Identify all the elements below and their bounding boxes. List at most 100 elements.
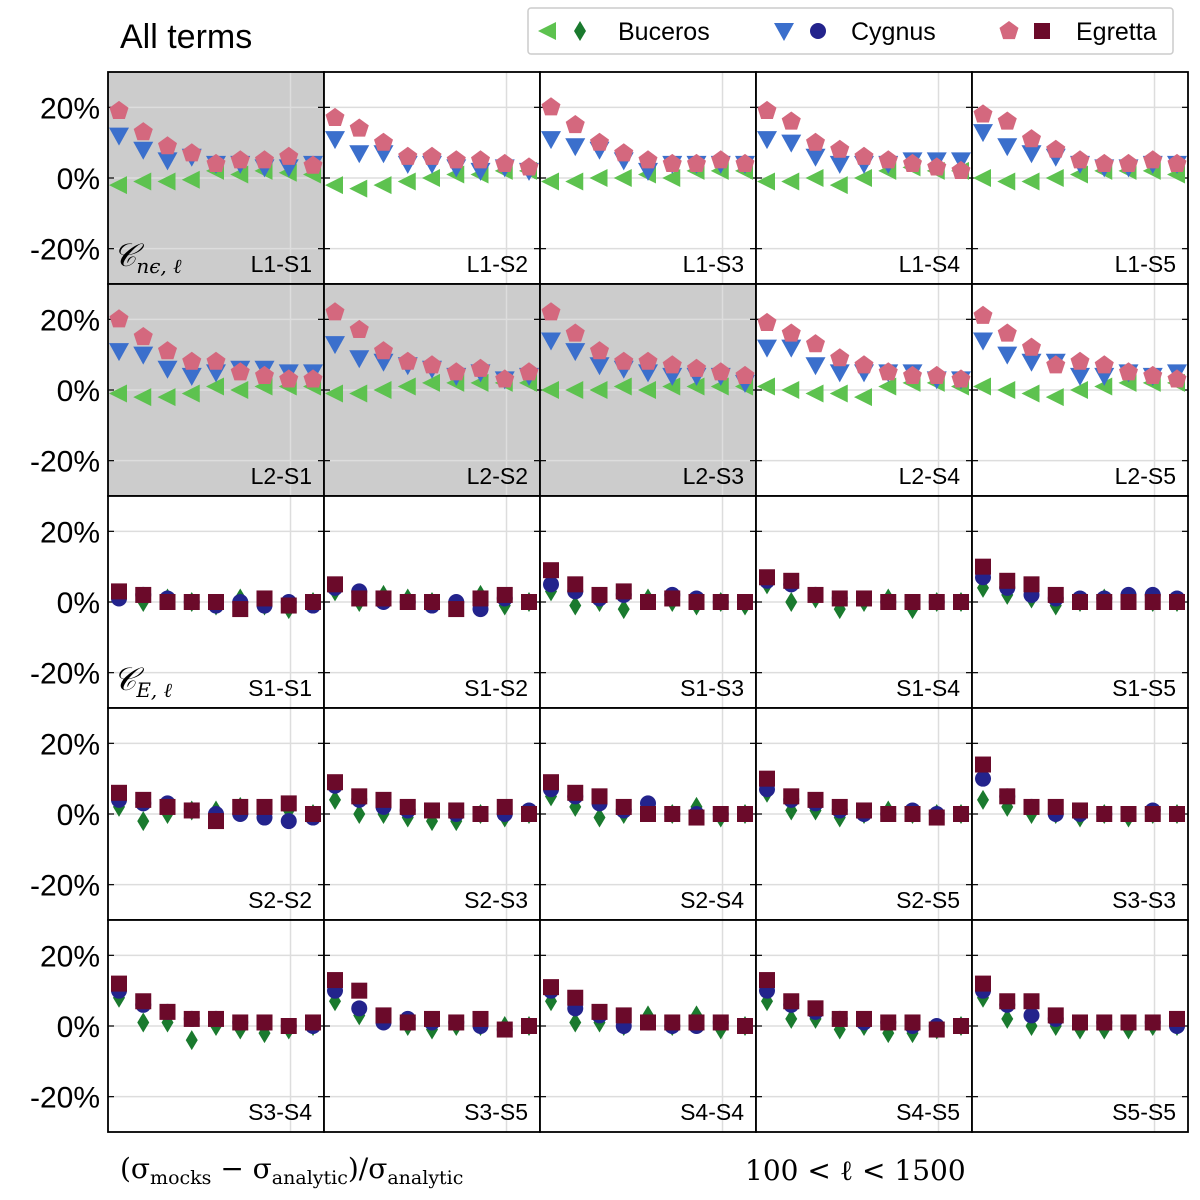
point-egretta xyxy=(1070,351,1090,370)
point-egretta xyxy=(640,806,656,822)
point-buceros xyxy=(109,176,127,195)
point-egretta xyxy=(903,365,922,384)
point-buceros xyxy=(613,169,632,187)
point-egretta xyxy=(783,572,800,589)
point-buceros xyxy=(422,169,440,187)
point-egretta xyxy=(398,146,418,165)
point-buceros xyxy=(349,384,368,403)
point-egretta xyxy=(327,576,343,593)
point-cygnus xyxy=(351,1000,368,1017)
point-egretta xyxy=(1169,806,1185,822)
panel-l2-s4: L2-S4 xyxy=(755,283,973,497)
point-egretta xyxy=(687,358,706,377)
point-egretta xyxy=(590,132,609,151)
point-egretta xyxy=(519,157,539,176)
panel-label: S1-S1 xyxy=(248,675,312,701)
point-egretta xyxy=(759,770,775,787)
legend-marker-egretta-2 xyxy=(1034,23,1050,39)
point-buceros xyxy=(710,377,729,396)
legend-label-egretta: Egretta xyxy=(1076,18,1157,46)
point-cygnus xyxy=(805,148,826,167)
point-cygnus xyxy=(589,357,610,376)
point-egretta xyxy=(640,594,656,610)
xlabel-analytic-2: analytic xyxy=(387,1167,463,1189)
point-cygnus xyxy=(781,339,802,358)
point-buceros xyxy=(977,789,989,810)
point-egretta xyxy=(256,798,273,815)
point-egretta xyxy=(158,341,177,360)
point-egretta xyxy=(880,594,897,610)
point-egretta xyxy=(1143,365,1163,384)
panel-label: L1-S3 xyxy=(683,251,744,277)
point-buceros xyxy=(470,373,489,392)
point-egretta xyxy=(159,798,176,815)
panel-s2-s5: S2-S5 xyxy=(755,707,973,921)
point-egretta xyxy=(183,594,200,610)
point-buceros xyxy=(973,169,991,187)
panel-s4-s5: S4-S5 xyxy=(755,919,973,1133)
point-egretta xyxy=(519,362,539,381)
point-buceros xyxy=(757,172,775,191)
point-buceros xyxy=(593,807,606,828)
point-egretta xyxy=(831,798,848,815)
point-egretta xyxy=(1096,806,1113,822)
point-cygnus xyxy=(565,138,586,157)
point-egretta xyxy=(305,1014,321,1031)
point-egretta xyxy=(953,594,969,610)
point-buceros xyxy=(638,381,656,399)
point-egretta xyxy=(255,365,274,384)
point-egretta xyxy=(1072,802,1088,819)
point-buceros xyxy=(353,804,366,824)
point-buceros xyxy=(565,381,584,399)
point-egretta xyxy=(997,111,1017,130)
point-buceros xyxy=(109,384,127,403)
y-tick-label: -20% xyxy=(30,658,100,691)
y-tick-label: 20% xyxy=(40,516,100,549)
panel-s2-s4: S2-S4 xyxy=(539,707,757,921)
point-buceros xyxy=(829,176,848,195)
point-egretta xyxy=(521,1018,537,1034)
point-egretta xyxy=(183,802,200,819)
point-egretta xyxy=(615,798,632,815)
point-cygnus xyxy=(349,145,370,164)
panel-s3-s4: S3-S4 xyxy=(107,919,325,1133)
point-buceros xyxy=(1094,377,1113,396)
point-egretta xyxy=(975,975,991,992)
point-egretta xyxy=(448,802,465,819)
y-tick-label: 20% xyxy=(40,940,100,973)
point-egretta xyxy=(757,312,777,331)
point-egretta xyxy=(232,601,249,618)
point-buceros xyxy=(589,381,608,399)
panel-label: S1-S3 xyxy=(680,675,744,701)
point-egretta xyxy=(349,319,369,338)
panel-label: S2-S2 xyxy=(248,887,312,913)
point-egretta xyxy=(638,150,658,169)
panel-l1-s1: L1-S1 xyxy=(107,71,325,285)
point-egretta xyxy=(1120,594,1137,610)
point-buceros xyxy=(185,1030,198,1051)
point-egretta xyxy=(1120,1014,1137,1031)
panel-s3-s3: S3-S3 xyxy=(971,707,1189,921)
point-egretta xyxy=(305,806,321,822)
point-egretta xyxy=(232,1014,249,1031)
point-egretta xyxy=(1023,993,1040,1010)
point-egretta xyxy=(997,323,1017,342)
point-cygnus xyxy=(133,346,154,365)
panel-s3-s5: S3-S5 xyxy=(323,919,541,1133)
legend: Buceros Cygnus Egretta xyxy=(527,7,1174,55)
y-tick-label: -20% xyxy=(30,870,100,903)
point-buceros xyxy=(805,384,824,403)
point-egretta xyxy=(1143,150,1163,169)
point-egretta xyxy=(1169,1010,1185,1027)
point-egretta xyxy=(496,798,513,815)
point-cygnus xyxy=(1023,1007,1040,1024)
point-egretta xyxy=(904,594,921,610)
point-buceros xyxy=(137,1012,150,1033)
point-egretta xyxy=(303,155,323,174)
point-buceros xyxy=(757,377,775,396)
y-tick-label: 20% xyxy=(40,304,100,337)
point-egretta xyxy=(280,795,297,812)
panel-label: L1-S4 xyxy=(899,251,961,277)
panel-label: S4-S4 xyxy=(680,1099,744,1125)
point-egretta xyxy=(111,583,127,600)
